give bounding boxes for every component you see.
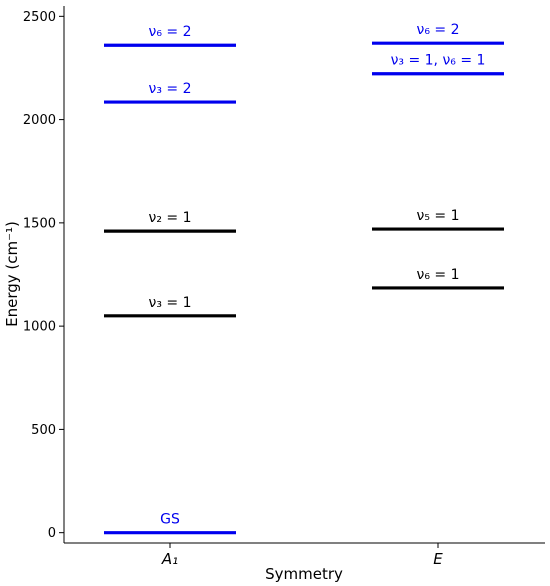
energy-level-label: GS — [160, 512, 180, 528]
energy-level-label: ν₃ = 1, ν₆ = 1 — [391, 53, 486, 69]
y-tick-label: 1500 — [23, 216, 56, 231]
energy-level-label: ν₆ = 2 — [149, 24, 192, 40]
energy-level-label: ν₃ = 2 — [149, 81, 192, 97]
axes — [63, 6, 545, 544]
y-tick-label: 500 — [31, 423, 56, 438]
energy-level-label: ν₂ = 1 — [149, 210, 192, 226]
energy-level-label: ν₃ = 1 — [149, 295, 192, 311]
x-axis-title: Symmetry — [265, 565, 343, 583]
x-tick-label: E — [433, 550, 443, 568]
energy-level-label: ν₆ = 1 — [417, 267, 460, 283]
energy-level-label: ν₆ = 2 — [417, 22, 460, 38]
y-tick-label: 2500 — [23, 10, 56, 25]
x-ticks: A₁ E — [161, 543, 443, 568]
y-ticks: 0 500 1000 1500 2000 2500 — [23, 10, 64, 541]
y-tick-label: 2000 — [23, 113, 56, 128]
energy-level-label: ν₅ = 1 — [417, 208, 460, 224]
x-tick-label: A₁ — [161, 550, 178, 568]
y-tick-label: 0 — [48, 526, 56, 541]
y-tick-label: 1000 — [23, 320, 56, 335]
energy-levels: GS ν₃ = 1 ν₂ = 1 ν₃ = 2 ν₆ = 2 ν₆ = 1 ν₅ = 1 ν₃… — [104, 22, 504, 535]
y-axis-title: Energy (cm⁻¹) — [3, 221, 21, 327]
